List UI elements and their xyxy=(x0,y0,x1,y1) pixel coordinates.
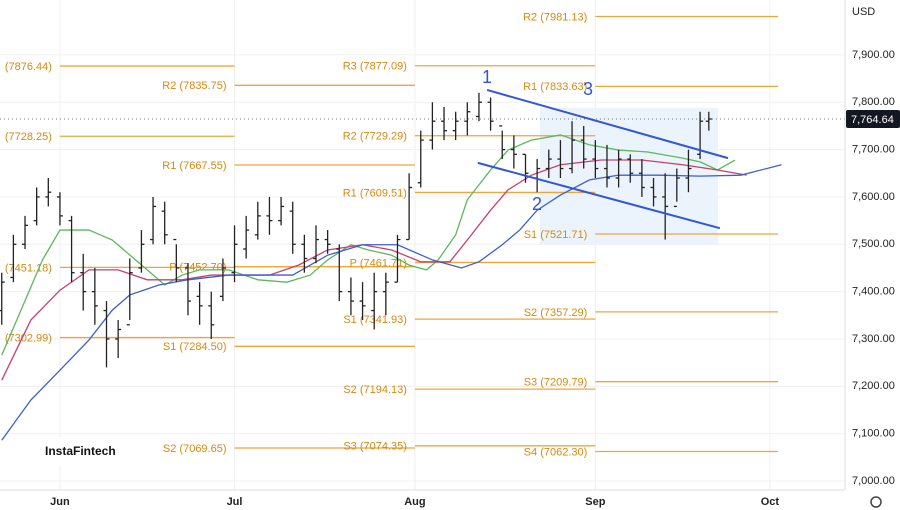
channel xyxy=(477,88,729,230)
pivot-label: R2 (7981.13) xyxy=(523,11,587,23)
x-tick-label: Sep xyxy=(585,496,605,508)
pivot-label: R3 (7877.09) xyxy=(343,61,407,73)
x-tick-label: Aug xyxy=(404,496,425,508)
pivot-label: S3 (7209.79) xyxy=(524,377,588,389)
moving-average xyxy=(1,164,782,441)
y-tick-label: 7,400.00 xyxy=(852,286,895,298)
y-tick-label: 7,900.00 xyxy=(852,49,895,61)
pivot-label: R1 (7667.55) xyxy=(162,160,226,172)
axes: 7,000.00 7,100.00 7,200.00 7,300.00 7,400.00… xyxy=(50,49,900,508)
channel-line xyxy=(477,161,721,230)
y-tick-label: 7,100.00 xyxy=(852,428,895,440)
y-tick-label: 7,500.00 xyxy=(852,238,895,250)
y-tick-label: 7,000.00 xyxy=(852,475,895,487)
pivot-label: S1 (7284.50) xyxy=(163,341,227,353)
annotation: 1 xyxy=(482,67,492,87)
pivot-label: S4 (7062.30) xyxy=(524,446,588,458)
pivot-levels: (7876.44) (7728.25) (7451.18) (7302.99) R2 (… xyxy=(5,11,779,458)
pivot-label: S1 (7341.93) xyxy=(343,314,407,326)
settings-icon[interactable] xyxy=(870,496,882,508)
channel-line xyxy=(486,88,729,160)
moving-averages xyxy=(0,118,845,441)
y-tick-label: 7,300.00 xyxy=(852,333,895,345)
annotation: 3 xyxy=(583,79,593,99)
pivot-label: (7451.18) xyxy=(5,262,52,274)
watermark-box xyxy=(38,438,116,466)
pivot-label: R1 (7609.51) xyxy=(343,187,407,199)
annotation: 2 xyxy=(532,194,542,214)
watermark: InstaFintech xyxy=(45,444,116,458)
pivot-label: S2 (7194.13) xyxy=(343,384,407,396)
pivot-label: P (7452.70) xyxy=(169,262,226,274)
x-axis-panel xyxy=(0,490,845,510)
pivot-label: S1 (7521.71) xyxy=(524,229,588,241)
y-tick-label: 7,600.00 xyxy=(852,191,895,203)
pivot-label: (7302.99) xyxy=(5,332,52,344)
y-axis-panel xyxy=(845,0,900,510)
price-bars xyxy=(0,92,712,368)
pivot-label: (7728.25) xyxy=(5,131,52,143)
x-tick-label: Jun xyxy=(50,496,70,508)
x-tick-label: Oct xyxy=(761,496,780,508)
pivot-label: S3 (7074.35) xyxy=(343,441,407,453)
moving-average xyxy=(1,159,747,381)
moving-average xyxy=(1,134,736,356)
y-tick-label: 7,200.00 xyxy=(852,380,895,392)
pivot-label: S2 (7357.29) xyxy=(524,307,588,319)
pivot-label: R2 (7835.75) xyxy=(162,80,226,92)
last-price-badge xyxy=(846,110,900,129)
pivot-label: (7876.44) xyxy=(5,61,52,73)
y-tick-label: 7,800.00 xyxy=(852,96,895,108)
pivot-label: R1 (7833.63) xyxy=(523,81,587,93)
pivot-label: S2 (7069.65) xyxy=(163,443,227,455)
y-tick-label: 7,700.00 xyxy=(852,144,895,156)
pivot-label: R2 (7729.29) xyxy=(343,131,407,143)
last-price-label: 7,764.64 xyxy=(851,114,894,126)
pivot-label: P (7461.71) xyxy=(350,257,407,269)
x-tick-label: Jul xyxy=(227,496,243,508)
currency-label: USD xyxy=(852,6,875,18)
